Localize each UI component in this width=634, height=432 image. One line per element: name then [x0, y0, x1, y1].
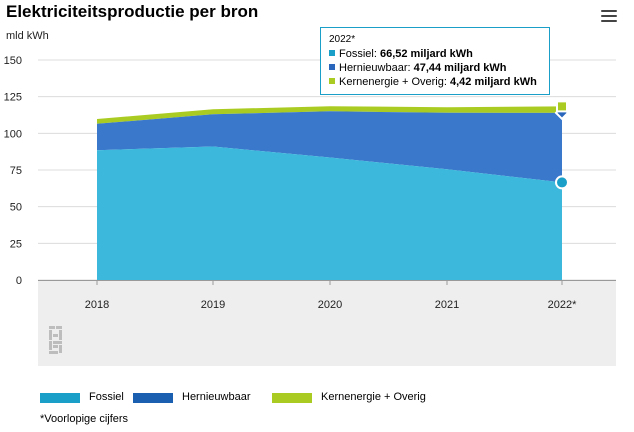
tooltip-label: Kernenergie + Overig:	[339, 76, 450, 88]
tooltip-header: 2022*	[329, 34, 356, 45]
hover-marker-fossiel	[555, 175, 569, 190]
legend-swatch-kernenergie	[272, 393, 312, 403]
tooltip-row-kernenergie: Kernenergie + Overig: 4,42 miljard kWh	[329, 75, 541, 89]
y-tick-label: 150	[4, 55, 22, 67]
tooltip-row-hernieuwbaar: Hernieuwbaar: 47,44 miljard kWh	[329, 61, 541, 75]
footnote: *Voorlopige cijfers	[40, 413, 129, 425]
tooltip-swatch-fossiel	[329, 50, 335, 57]
chart-title: Elektriciteitsproductie per bron	[6, 2, 259, 21]
x-tick-label: 2022*	[548, 299, 577, 311]
legend-swatch-hernieuwbaar	[133, 393, 173, 403]
x-tick-label: 2018	[85, 299, 109, 311]
y-tick-label: 25	[10, 238, 22, 250]
tooltip-label: Fossiel:	[339, 48, 380, 60]
y-tick-label: 0	[16, 275, 22, 287]
hamburger-menu-icon[interactable]	[601, 10, 617, 24]
area-series-hernieuwbaar	[97, 111, 562, 183]
legend-label: Fossiel	[89, 391, 124, 403]
tooltip-value: 66,52 miljard kWh	[379, 48, 473, 60]
y-tick-label: 75	[10, 165, 22, 177]
tooltip-value: 4,42 miljard kWh	[449, 76, 537, 88]
tooltip-swatch-hernieuwbaar	[329, 64, 335, 71]
legend-swatch-fossiel	[40, 393, 80, 403]
cbs-logo-icon	[49, 326, 62, 354]
legend-label: Kernenergie + Overig	[321, 391, 426, 403]
area-series-kernenergie-overig	[97, 106, 562, 124]
tooltip-swatch-kernenergie	[329, 78, 335, 85]
x-axis-background	[38, 280, 616, 366]
tooltip-row-fossiel: Fossiel: 66,52 miljard kWh	[329, 47, 541, 61]
y-tick-label: 100	[4, 128, 22, 140]
tooltip-label: Hernieuwbaar:	[339, 62, 414, 74]
y-tick-label: 125	[4, 92, 22, 104]
data-tooltip: 2022* Fossiel: 66,52 miljard kWh Hernieu…	[320, 27, 550, 95]
x-tick-label: 2021	[435, 299, 459, 311]
area-series-fossiel	[97, 146, 562, 280]
hover-marker-kernenergie	[556, 100, 568, 113]
y-tick-label: 50	[10, 202, 22, 214]
x-tick-label: 2019	[201, 299, 225, 311]
x-tick-label: 2020	[318, 299, 342, 311]
y-axis-unit-label: mld kWh	[6, 30, 49, 42]
legend-label: Hernieuwbaar	[182, 391, 251, 403]
tooltip-value: 47,44 miljard kWh	[413, 62, 507, 74]
